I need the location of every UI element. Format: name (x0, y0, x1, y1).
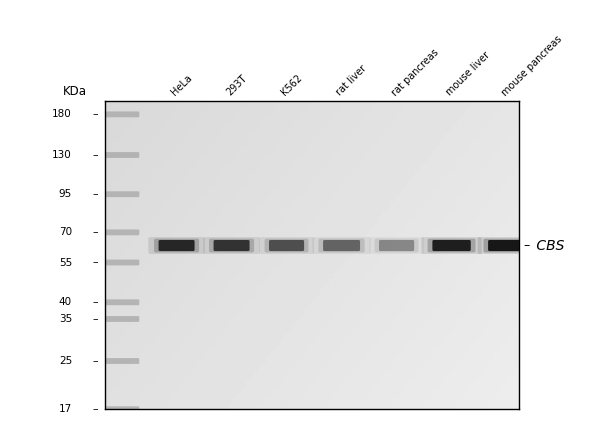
FancyBboxPatch shape (313, 237, 371, 254)
FancyBboxPatch shape (433, 240, 471, 251)
FancyBboxPatch shape (265, 238, 308, 253)
FancyBboxPatch shape (488, 240, 525, 251)
Text: CBS: CBS (532, 238, 565, 253)
Text: 25: 25 (59, 356, 72, 366)
FancyBboxPatch shape (148, 237, 205, 254)
Text: 40: 40 (59, 297, 72, 307)
Text: –: – (92, 356, 98, 366)
Text: –: – (92, 227, 98, 237)
Text: –: – (92, 404, 98, 414)
FancyBboxPatch shape (214, 240, 250, 251)
FancyBboxPatch shape (428, 238, 476, 253)
FancyBboxPatch shape (203, 237, 260, 254)
FancyBboxPatch shape (374, 238, 419, 253)
FancyBboxPatch shape (478, 237, 536, 254)
Text: 130: 130 (52, 150, 72, 160)
Text: 293T: 293T (224, 73, 249, 98)
Text: 17: 17 (59, 404, 72, 414)
Text: –: – (92, 314, 98, 324)
FancyBboxPatch shape (104, 191, 139, 197)
FancyBboxPatch shape (154, 238, 199, 253)
FancyBboxPatch shape (269, 240, 304, 251)
Text: rat pancreas: rat pancreas (389, 47, 440, 98)
FancyBboxPatch shape (484, 238, 530, 253)
Text: mouse pancreas: mouse pancreas (500, 33, 563, 98)
FancyBboxPatch shape (104, 152, 139, 158)
FancyBboxPatch shape (104, 260, 139, 265)
Text: mouse liver: mouse liver (445, 50, 492, 98)
FancyBboxPatch shape (209, 238, 254, 253)
FancyBboxPatch shape (369, 237, 424, 254)
FancyBboxPatch shape (379, 240, 414, 251)
Text: HeLa: HeLa (169, 73, 194, 98)
Text: –: – (92, 110, 98, 119)
Text: –: – (92, 150, 98, 160)
FancyBboxPatch shape (104, 299, 139, 305)
FancyBboxPatch shape (319, 238, 365, 253)
Text: KDa: KDa (63, 84, 87, 98)
FancyBboxPatch shape (323, 240, 360, 251)
Text: 95: 95 (59, 189, 72, 199)
Text: rat liver: rat liver (335, 63, 368, 98)
Text: –: – (92, 189, 98, 199)
FancyBboxPatch shape (104, 229, 139, 235)
FancyBboxPatch shape (104, 111, 139, 117)
FancyBboxPatch shape (158, 240, 194, 251)
Text: 35: 35 (59, 314, 72, 324)
Text: K562: K562 (280, 73, 304, 98)
FancyBboxPatch shape (421, 237, 482, 254)
Text: –: – (92, 297, 98, 307)
FancyBboxPatch shape (104, 316, 139, 322)
Text: –: – (524, 239, 530, 252)
Text: 70: 70 (59, 227, 72, 237)
Text: –: – (92, 257, 98, 268)
FancyBboxPatch shape (104, 358, 139, 364)
FancyBboxPatch shape (104, 406, 139, 412)
FancyBboxPatch shape (259, 237, 314, 254)
Text: 55: 55 (59, 257, 72, 268)
Text: 180: 180 (52, 110, 72, 119)
